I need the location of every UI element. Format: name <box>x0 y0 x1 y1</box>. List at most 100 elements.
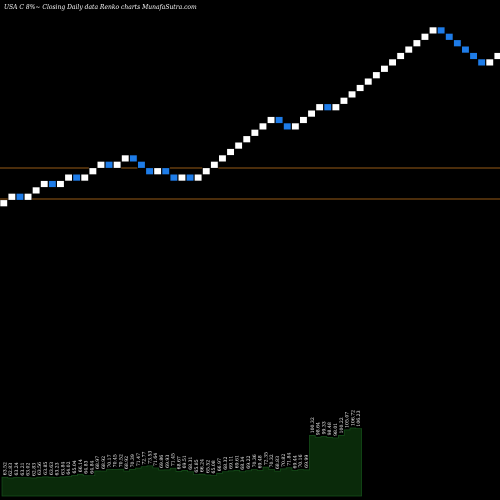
renko-brick-up <box>32 186 41 195</box>
renko-brick-up <box>299 116 308 124</box>
renko-brick-up <box>80 173 89 182</box>
renko-brick-up <box>364 77 373 86</box>
volume-label: 98.01 <box>333 423 339 436</box>
renko-brick-up <box>388 58 397 67</box>
volume-label: 63.52 <box>2 462 8 475</box>
volume-label: 65.52 <box>205 460 211 473</box>
volume-label: 70.82 <box>281 454 287 467</box>
volume-label: 68.83 <box>275 456 281 469</box>
volume-label: 105.07 <box>345 412 351 428</box>
renko-brick-up <box>23 193 33 201</box>
volume-label: 65.85 <box>194 459 200 472</box>
renko-brick-up <box>242 135 251 143</box>
volume-label: 71.45 <box>171 453 177 466</box>
renko-brick-up <box>250 129 259 137</box>
renko-brick-up <box>307 109 316 118</box>
renko-brick-down <box>186 173 195 182</box>
volume-label: 68.67 <box>176 456 182 469</box>
volume-label: 69.48 <box>258 455 264 468</box>
renko-brick-up <box>420 33 430 41</box>
renko-brick-up <box>226 148 235 156</box>
chart-title: USA C 8%~ Closing Daily data Renko chart… <box>4 4 197 11</box>
renko-brick-up <box>113 161 122 169</box>
volume-label: 106.23 <box>356 410 362 426</box>
volume-label: 69.11 <box>229 456 235 469</box>
renko-brick-down <box>445 33 454 41</box>
renko-brick-up <box>291 122 300 131</box>
renko-brick-up <box>210 161 219 169</box>
volume-label: 70.36 <box>252 454 258 467</box>
volume-label: 65.08 <box>211 460 217 473</box>
renko-brick-up <box>194 173 203 182</box>
volume-label: 69.61 <box>234 455 240 468</box>
renko-brick-down <box>129 154 138 163</box>
renko-brick-up <box>339 97 349 105</box>
volume-label: 70.39 <box>130 454 136 467</box>
volume-label: 63.63 <box>49 462 55 475</box>
renko-brick-down <box>161 167 170 175</box>
renko-brick-up <box>266 116 276 124</box>
volume-label: 63.56 <box>37 462 43 475</box>
renko-brick-down <box>453 39 462 47</box>
renko-brick-up <box>347 90 357 99</box>
renko-brick-up <box>177 173 186 182</box>
volume-label: 64.02 <box>66 461 72 474</box>
renko-brick-up <box>428 26 438 35</box>
volume-label: 72.77 <box>142 451 148 464</box>
renko-brick-up <box>258 122 268 131</box>
volume-label: 69.93 <box>165 455 171 468</box>
renko-brick-up <box>380 65 389 73</box>
volume-label: 70.16 <box>298 454 304 467</box>
renko-brick-up <box>7 193 16 201</box>
volume-label: 72.35 <box>263 452 269 465</box>
volume-label: 63.02 <box>26 463 32 476</box>
renko-brick-down <box>169 173 178 182</box>
renko-brick-down <box>437 26 446 35</box>
renko-brick-down <box>477 58 486 67</box>
renko-brick-up <box>88 167 97 175</box>
volume-label: 63.85 <box>43 462 49 475</box>
volume-label: 64.84 <box>89 460 95 473</box>
renko-brick-up <box>396 52 405 60</box>
renko-brick-up <box>202 167 211 175</box>
volume-label: 69.51 <box>182 455 188 468</box>
volume-label: 70.52 <box>118 454 124 467</box>
renko-bricks <box>0 26 500 207</box>
renko-brick-down <box>275 116 284 124</box>
volume-label: 64.83 <box>84 460 90 473</box>
volume-label: 70.17 <box>107 454 113 467</box>
volume-label: 106.72 <box>350 410 356 426</box>
volume-label: 71.47 <box>136 453 142 466</box>
volume-label: 63.23 <box>55 462 61 475</box>
renko-brick-down <box>72 173 81 182</box>
volume-label: 68.31 <box>188 457 194 470</box>
volume-label: 66.14 <box>78 459 84 472</box>
volume-label: 68.97 <box>95 456 101 469</box>
volume-area <box>1 427 362 497</box>
volume-label: 98.64 <box>316 422 322 435</box>
volume-label: 62.83 <box>31 463 37 476</box>
renko-brick-up <box>153 167 162 175</box>
volume-fill <box>1 427 362 497</box>
volume-label: 71.84 <box>287 453 293 466</box>
volume-label: 63.24 <box>14 462 20 475</box>
volume-label: 69.22 <box>246 455 252 468</box>
renko-brick-up <box>40 180 49 188</box>
volume-label: 66.24 <box>200 459 206 472</box>
renko-brick-up <box>234 141 243 150</box>
volume-labels: 63.52 62.83 63.24 63.21 63.02 62.83 63.56 63.85… <box>2 410 362 476</box>
renko-brick-down <box>105 161 114 169</box>
renko-brick-up <box>493 52 500 60</box>
volume-label: 98.48 <box>327 422 333 435</box>
renko-brick-up <box>485 58 494 67</box>
renko-brick-down <box>48 180 57 188</box>
volume-label: 69.99 <box>304 455 310 468</box>
renko-brick-up <box>0 199 8 207</box>
renko-brick-down <box>469 52 478 60</box>
renko-brick-up <box>356 84 365 92</box>
volume-label: 66.97 <box>217 458 223 471</box>
renko-brick-down <box>15 193 25 201</box>
renko-brick-up <box>218 154 227 163</box>
